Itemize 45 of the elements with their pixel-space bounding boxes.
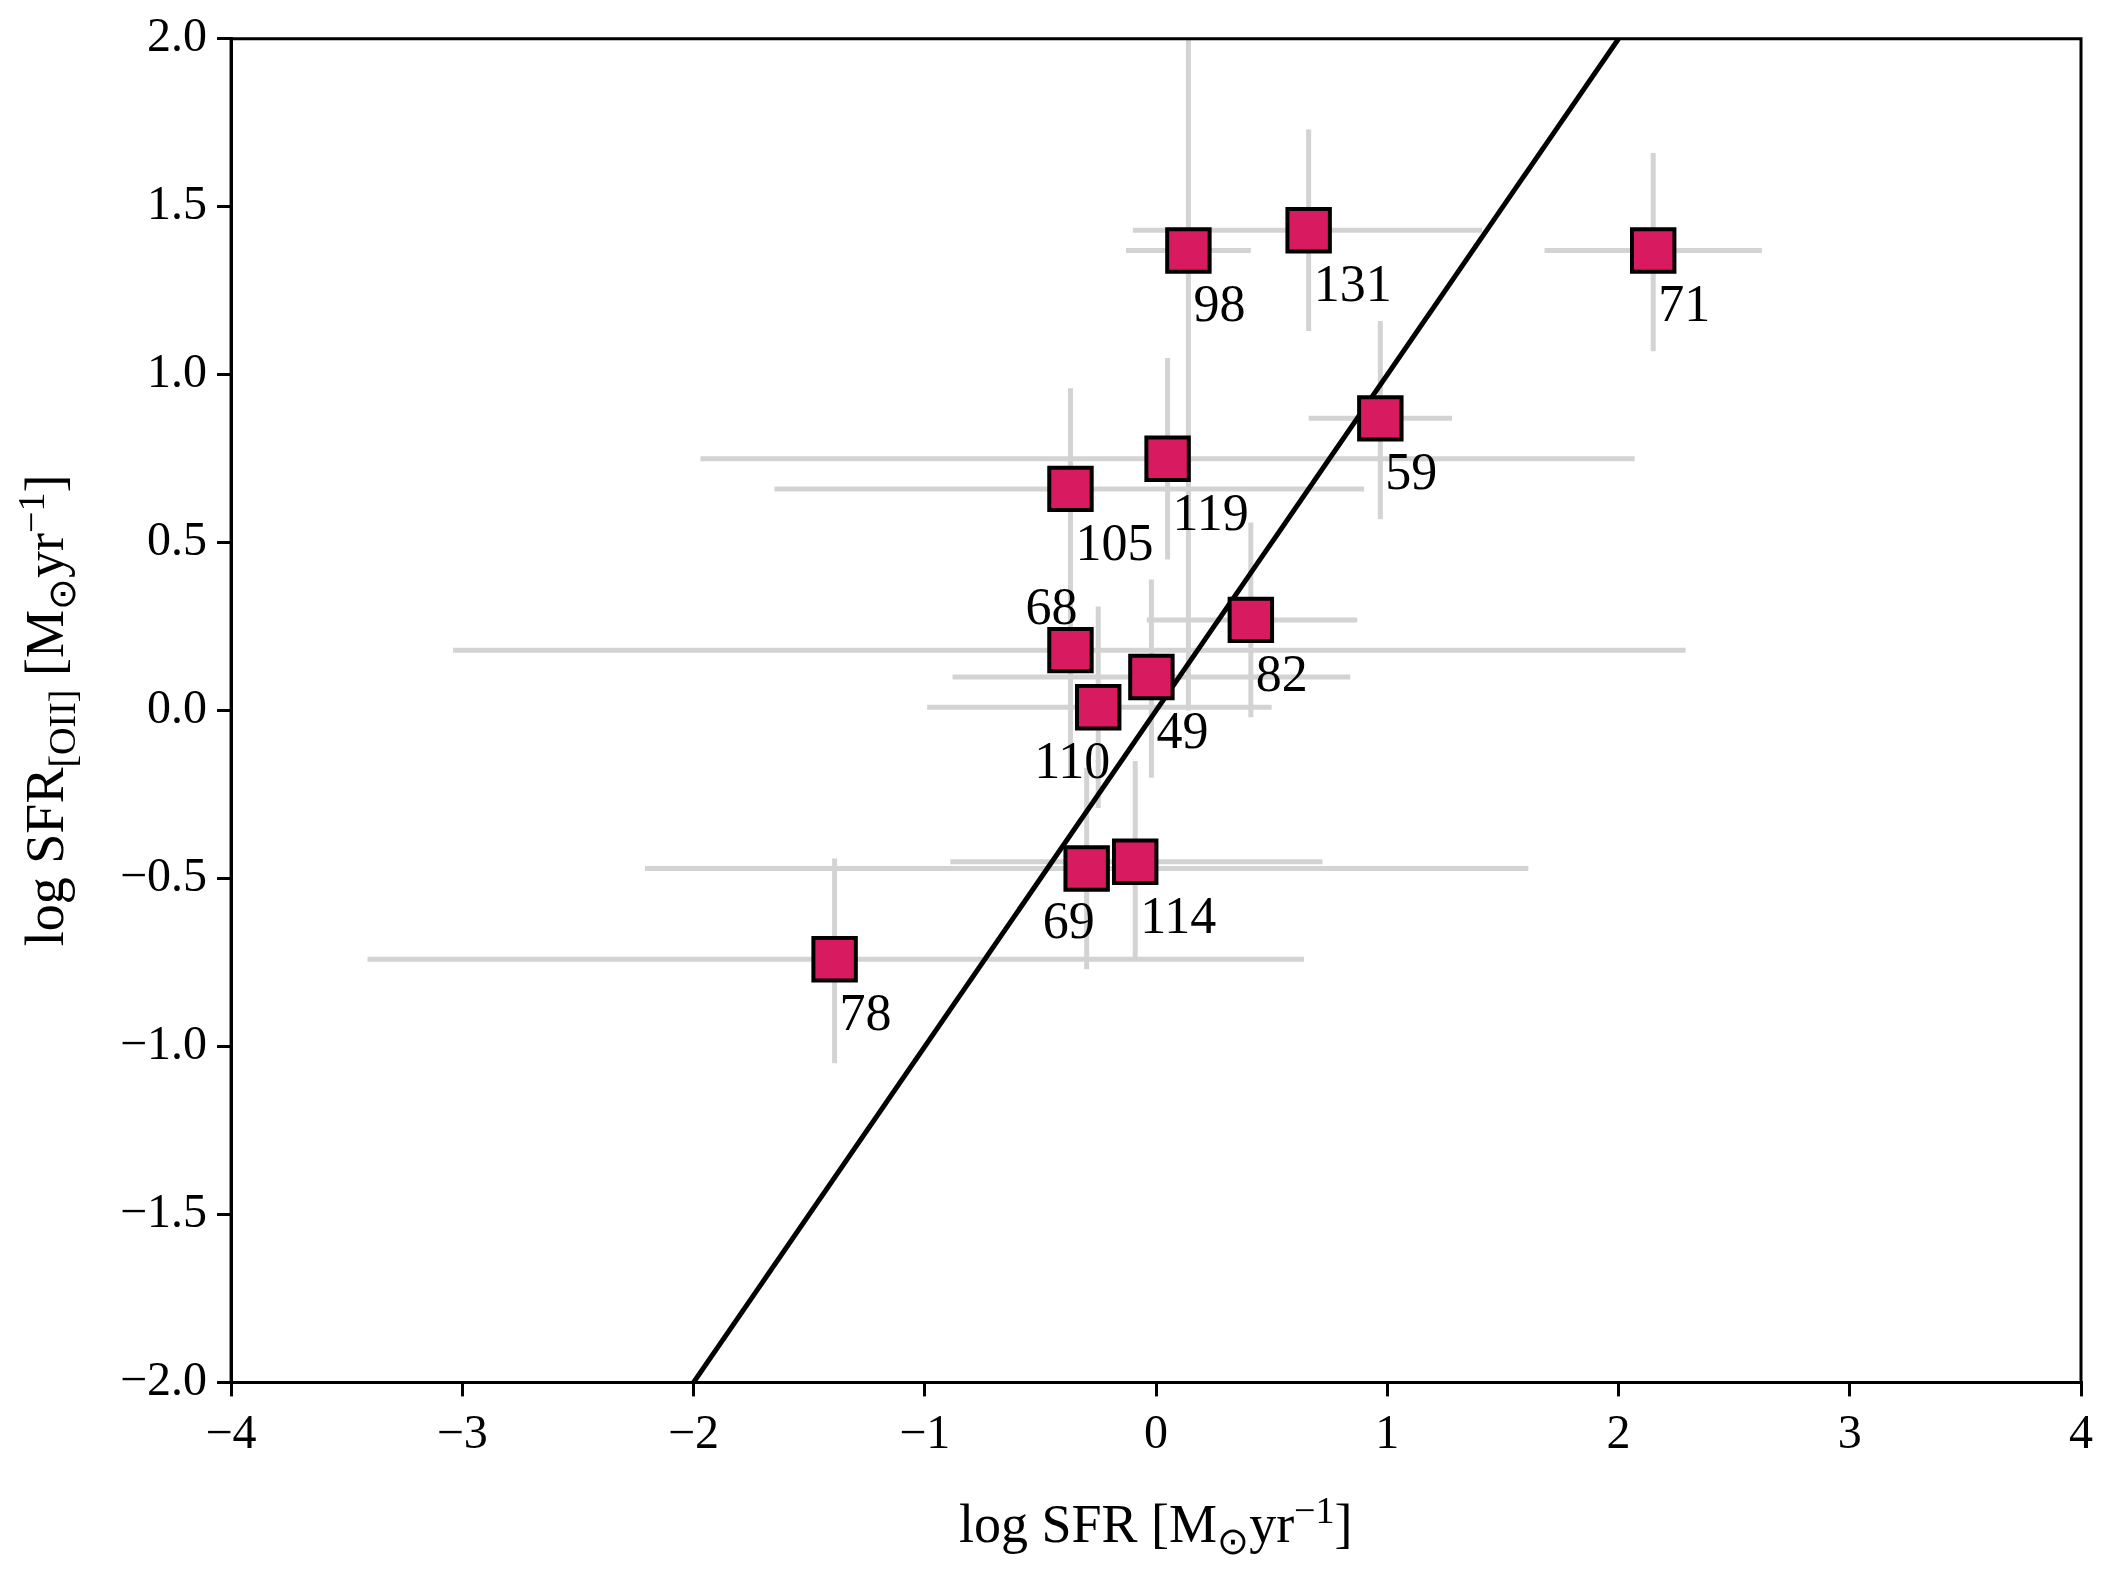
x-axis-title: log SFR [M$_{⊙}$yr$^{−1}$] <box>959 1489 1353 1562</box>
x-tick-label: 2 <box>1606 1404 1631 1458</box>
point <box>1128 653 1175 701</box>
point <box>1144 435 1191 482</box>
x-tick-label: 3 <box>1837 1404 1862 1458</box>
point <box>1047 626 1094 674</box>
point <box>1075 684 1122 731</box>
point <box>1227 596 1275 644</box>
point <box>1165 227 1212 274</box>
x-tick-label: 1 <box>1375 1404 1400 1458</box>
point <box>1629 227 1677 274</box>
y-tick-label: −2.0 <box>119 1352 208 1406</box>
annotation: 69 <box>1042 892 1095 950</box>
y-tick-label: 0.0 <box>147 680 208 734</box>
annotation: 68 <box>1025 578 1078 636</box>
annotation: 98 <box>1193 275 1246 333</box>
point <box>1285 207 1332 254</box>
y-tick-label: 1.0 <box>147 344 208 398</box>
x-tick-label: −3 <box>436 1404 488 1458</box>
annotation: 105 <box>1075 513 1154 571</box>
annotation: 131 <box>1313 255 1392 313</box>
annotation: 114 <box>1140 886 1217 944</box>
annotation: 59 <box>1385 443 1438 501</box>
point <box>1112 838 1159 885</box>
annotation: 78 <box>839 984 892 1042</box>
x-tick-label: −4 <box>205 1404 257 1458</box>
y-tick-label: −0.5 <box>119 848 208 902</box>
y-tick-label: −1.5 <box>119 1184 208 1238</box>
x-tick-label: 0 <box>1144 1404 1169 1458</box>
x-tick-label: −2 <box>668 1404 720 1458</box>
y-tick-label: −1.0 <box>119 1016 208 1070</box>
point <box>811 935 858 983</box>
point <box>1063 845 1110 892</box>
annotation: 49 <box>1156 702 1209 760</box>
y-tick-label: 1.5 <box>147 176 208 230</box>
y-tick-label: 2.0 <box>147 8 208 62</box>
annotation: 119 <box>1172 483 1249 541</box>
annotation: 110 <box>1034 732 1111 790</box>
annotation: 82 <box>1255 644 1308 702</box>
point <box>1357 395 1404 442</box>
point <box>1047 465 1094 513</box>
x-tick-label: 4 <box>2069 1404 2093 1458</box>
annotation: 71 <box>1658 275 1711 333</box>
x-tick-label: −1 <box>899 1404 951 1458</box>
y-tick-label: 0.5 <box>147 512 208 566</box>
